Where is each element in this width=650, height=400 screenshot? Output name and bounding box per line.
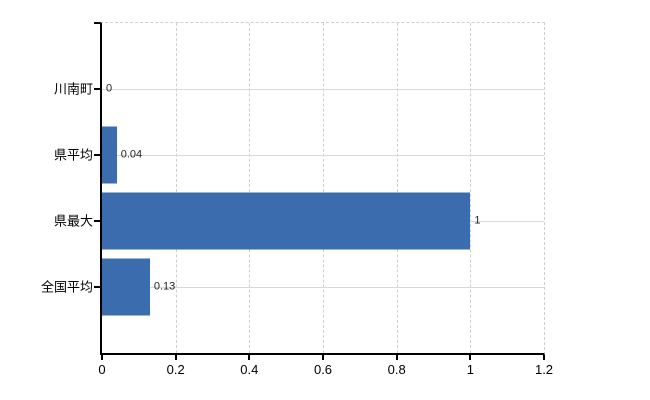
vertical-gridline [323, 23, 324, 353]
x-axis-tick [248, 355, 251, 360]
category-label: 県平均 [53, 147, 93, 163]
y-axis-top-tick [94, 22, 100, 24]
plot-area [100, 22, 545, 355]
vertical-gridline [175, 23, 177, 353]
category-label: 県最大 [53, 213, 93, 229]
x-axis-tick [395, 355, 398, 360]
y-axis-tick [94, 88, 100, 90]
bar-value-label: 0.04 [120, 148, 143, 161]
y-axis-tick [94, 220, 100, 222]
bar [102, 192, 471, 250]
horizontal-gridline [102, 287, 544, 288]
x-tick-label: 0.2 [166, 362, 185, 377]
vertical-gridline [249, 23, 251, 353]
y-axis-tick [94, 286, 100, 288]
vertical-gridline [470, 23, 472, 353]
horizontal-gridline [102, 155, 544, 156]
x-axis-tick [101, 355, 103, 360]
x-tick-label: 0.4 [240, 362, 259, 377]
x-axis-tick [174, 355, 177, 360]
x-tick-label: 1.2 [534, 362, 554, 377]
x-tick-label: 0 [98, 362, 106, 377]
category-label: 全国平均 [40, 279, 93, 295]
x-axis-tick [469, 355, 472, 360]
bar-value-label: 0.13 [153, 280, 176, 293]
bar [102, 258, 150, 316]
y-axis-tick [94, 154, 100, 156]
bar-value-label: 0 [106, 82, 113, 95]
x-axis-tick [543, 355, 545, 360]
category-label: 川南町 [53, 81, 93, 97]
horizontal-gridline [102, 89, 544, 90]
x-tick-label: 0.8 [387, 362, 406, 377]
bar-value-label: 1 [474, 214, 481, 227]
bar [102, 126, 117, 184]
x-axis-tick [322, 355, 324, 360]
x-tick-label: 1 [466, 362, 474, 377]
x-tick-label: 0.6 [313, 362, 333, 377]
vertical-gridline [396, 23, 398, 353]
